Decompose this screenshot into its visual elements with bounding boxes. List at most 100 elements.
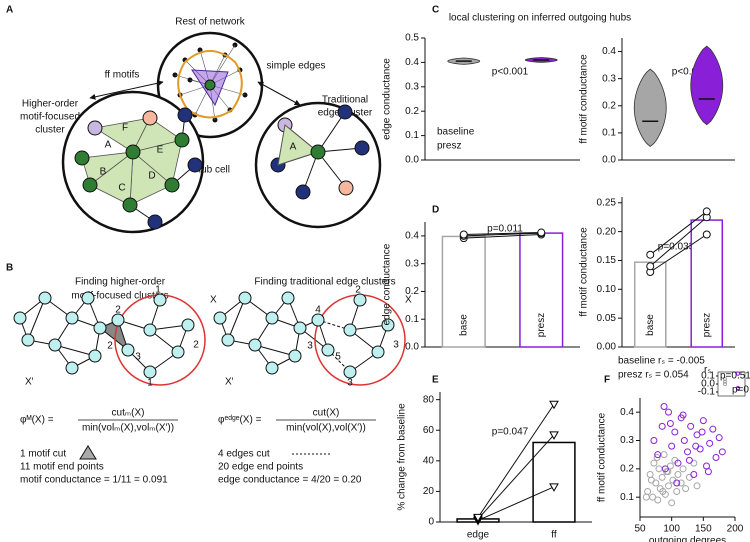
cell-node [265, 361, 279, 375]
x-tick-label: 200 [727, 524, 744, 535]
cluster-label: cluster [35, 125, 65, 136]
y-tick-label: 0.20 [597, 226, 617, 237]
motif-triangle [277, 124, 320, 166]
cell-node [311, 313, 325, 327]
point [674, 459, 682, 467]
cell-node [343, 365, 357, 379]
inset-point [722, 381, 728, 387]
cell-node [13, 311, 27, 325]
cell-node [295, 184, 311, 200]
point [685, 473, 693, 481]
paired-line [463, 234, 542, 239]
cell-node [65, 361, 79, 375]
point [702, 230, 711, 239]
y-tick-label: 0.10 [597, 284, 617, 295]
panel-title: Finding traditional edge clusters [254, 277, 395, 288]
point [699, 417, 707, 425]
legend-label: presz [437, 141, 461, 152]
bar [532, 441, 576, 523]
point [646, 250, 655, 259]
legend-text: 20 edge end points [218, 462, 303, 473]
paired-line [463, 232, 542, 237]
y-tick-label: 0.1 [405, 314, 419, 325]
annotation: p=0.011 [487, 224, 523, 235]
point [654, 451, 662, 459]
set-label: X [210, 295, 217, 306]
arrow [89, 80, 164, 100]
formula: φᵉᵈᵍᵉ(X) = [218, 415, 262, 426]
point [549, 431, 559, 440]
y-tick-label: 0.0 [405, 155, 419, 166]
node-letter: D [148, 171, 155, 182]
node-number: 1 [155, 285, 161, 296]
formula: cutₘ(X) [112, 408, 145, 419]
y-axis-label: ff motif conductance [579, 227, 590, 317]
y-tick-label: 0.25 [597, 197, 617, 208]
cell-node [321, 343, 335, 357]
cell-node [122, 197, 138, 213]
point [715, 434, 723, 442]
paired-line [477, 403, 555, 518]
edge [227, 297, 246, 341]
y-axis-label: rₛ [704, 365, 711, 376]
bar [633, 261, 667, 348]
point [661, 465, 669, 473]
point [668, 442, 676, 450]
annotation: p<0.001 [672, 67, 709, 78]
point [655, 465, 663, 473]
point [658, 473, 666, 481]
point [709, 425, 717, 433]
panel-label: B [6, 263, 13, 274]
y-tick-label: 0.5 [405, 33, 419, 44]
cell-node [164, 177, 180, 193]
annotation: p<0.001 [492, 67, 529, 78]
node-number: 2 [115, 305, 121, 316]
y-tick-label: 0 [428, 517, 434, 528]
cut-motif [100, 320, 128, 350]
cell-node [147, 214, 163, 230]
y-tick-label: 0.3 [602, 73, 616, 84]
cell-node [248, 338, 262, 352]
point [666, 420, 674, 427]
point [650, 437, 658, 444]
y-tick-label: 0.4 [405, 57, 419, 68]
point [679, 465, 687, 473]
y-tick-label: 0.3 [405, 81, 419, 92]
point [704, 468, 712, 476]
node-letter: A [290, 142, 297, 153]
cell-node [121, 343, 135, 357]
y-tick-label: 40 [423, 455, 435, 466]
point [671, 428, 679, 436]
set-label: X [405, 295, 412, 306]
point [712, 454, 720, 461]
point [718, 448, 726, 456]
y-tick-label: 0.00 [597, 342, 617, 353]
node-number: 4 [315, 305, 321, 316]
series-label: baseline rₛ = -0.005 [618, 356, 705, 367]
point [644, 488, 652, 495]
cell-node [281, 291, 295, 305]
cell-node [213, 311, 227, 325]
category-label: ff [551, 530, 557, 541]
y-axis-label: ff motif conductance [579, 54, 590, 144]
point [696, 445, 704, 453]
cell-node [337, 104, 353, 120]
legend-label: baseline [437, 127, 475, 138]
motif-icon [79, 445, 97, 460]
cell-node [143, 323, 157, 337]
hub-node [125, 144, 141, 160]
point [690, 459, 698, 467]
panel-label: E [432, 375, 439, 386]
node-letter: E [157, 145, 164, 156]
legend-text: motif conductance = 1/11 = 0.091 [20, 475, 168, 486]
panel-label: D [432, 205, 439, 216]
inset-point [722, 379, 728, 384]
cell-node [288, 349, 302, 363]
y-tick-label: 0.0 [602, 155, 616, 166]
legend-text: 1 motif cut [20, 449, 66, 460]
y-tick-label: 0.4 [405, 231, 419, 242]
legend-text: edge conductance = 4/20 = 0.20 [218, 475, 362, 486]
cell-node [143, 365, 157, 379]
inset-frame [717, 371, 746, 397]
paired-line [649, 216, 708, 267]
